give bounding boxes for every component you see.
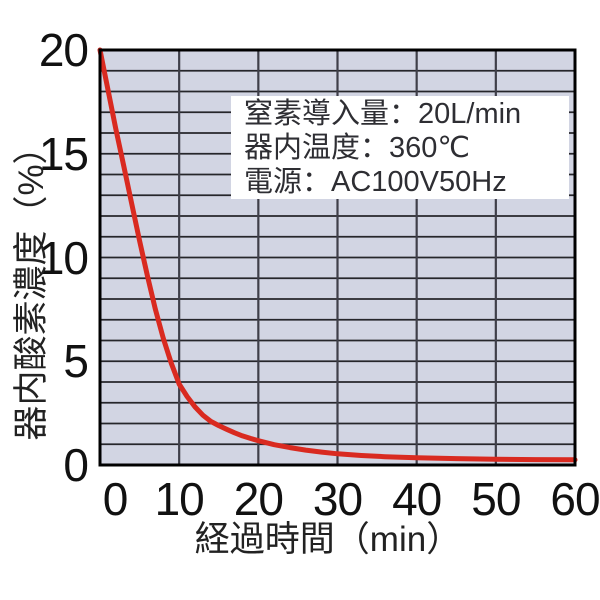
annotation-internal-temperature: 器内温度：360℃ bbox=[244, 132, 470, 164]
y-tick-label-5: 5 bbox=[63, 335, 89, 388]
plot-border bbox=[98, 48, 577, 467]
x-tick-label-40: 40 bbox=[392, 473, 442, 525]
x-tick-label-30: 30 bbox=[312, 473, 363, 525]
y-tick-label-10: 10 bbox=[38, 231, 89, 284]
oxygen-concentration-curve bbox=[97, 47, 578, 463]
x-axis-title: 経過時間（min） bbox=[194, 520, 462, 559]
x-tick-label-20: 20 bbox=[233, 473, 284, 525]
y-axis-title: 器内酸素濃度（%） bbox=[12, 129, 51, 441]
y-tick-label-15: 15 bbox=[38, 127, 89, 180]
annotation-nitrogen-flow: 窒素導入量：20L/min bbox=[244, 98, 522, 130]
x-tick-label-60: 60 bbox=[550, 473, 600, 525]
y-tick-label-20: 20 bbox=[38, 24, 89, 76]
annotation-power-supply: 電源：AC100V50Hz bbox=[244, 166, 507, 198]
annotation-box: 窒素導入量：20L/min 器内温度：360℃ 電源：AC100V50Hz bbox=[231, 96, 569, 199]
y-tick-label-0: 0 bbox=[63, 439, 89, 491]
x-tick-label-0: 0 bbox=[102, 473, 129, 525]
x-tick-label-10: 10 bbox=[154, 473, 205, 525]
x-tick-label-50: 50 bbox=[471, 473, 521, 525]
